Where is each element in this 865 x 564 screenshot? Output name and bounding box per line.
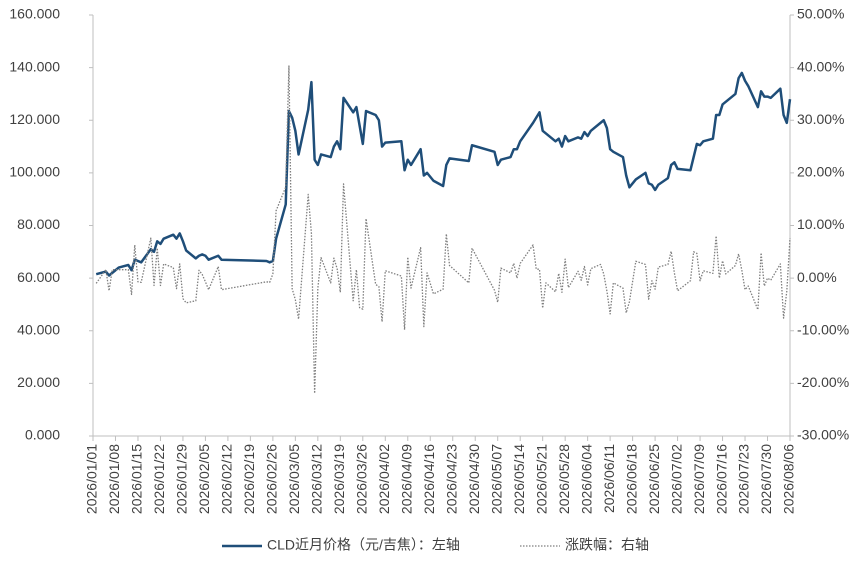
x-tick-label: 2026/02/26 (264, 444, 280, 514)
x-tick-label: 2026/06/18 (623, 444, 639, 514)
x-tick-label: 2026/04/23 (443, 444, 459, 514)
y2-tick-label: -20.00% (797, 374, 849, 390)
y2-tick-label: 10.00% (797, 216, 844, 232)
x-tick-label: 2026/06/25 (646, 444, 662, 514)
y-tick-label: 80.000 (17, 216, 60, 232)
x-tick-label: 2026/03/12 (309, 444, 325, 514)
x-tick-label: 2026/03/19 (331, 444, 347, 514)
legend-label: CLD近月价格（元/吉焦）：左轴 (267, 537, 460, 553)
y-tick-label: 60.000 (17, 269, 60, 285)
x-tick-label: 2026/04/09 (398, 444, 414, 514)
x-tick-label: 2026/07/02 (668, 444, 684, 514)
y2-tick-label: 0.00% (797, 269, 837, 285)
x-tick-label: 2026/02/05 (196, 444, 212, 514)
y2-tick-label: 40.00% (797, 58, 844, 74)
x-tick-label: 2026/02/19 (241, 444, 257, 514)
y2-tick-label: 50.00% (797, 6, 844, 22)
y-tick-label: 100.000 (9, 164, 60, 180)
series-line (95, 65, 791, 395)
y2-tick-label: 30.00% (797, 111, 844, 127)
y-tick-label: 0.000 (25, 427, 60, 443)
x-tick-label: 2026/06/04 (578, 444, 594, 514)
x-tick-label: 2026/07/09 (691, 444, 707, 514)
y-tick-label: 160.000 (9, 6, 60, 22)
x-tick-label: 2026/03/05 (286, 444, 302, 514)
x-tick-label: 2026/05/07 (488, 444, 504, 514)
y2-tick-label: -10.00% (797, 321, 849, 337)
x-tick-label: 2026/01/22 (151, 444, 167, 514)
legend-label: 涨跌幅：右轴 (565, 537, 649, 553)
x-tick-label: 2026/07/16 (713, 444, 729, 514)
x-tick-label: 2026/01/01 (84, 444, 100, 514)
x-tick-label: 2026/05/14 (511, 444, 527, 514)
x-tick-label: 2026/05/28 (556, 444, 572, 514)
y2-tick-label: -30.00% (797, 427, 849, 443)
x-tick-label: 2026/08/06 (781, 444, 797, 514)
x-tick-label: 2026/03/26 (354, 444, 370, 514)
x-tick-label: 2026/04/16 (421, 444, 437, 514)
x-tick-label: 2026/06/11 (601, 444, 617, 513)
x-tick-label: 2026/07/23 (736, 444, 752, 514)
x-tick-label: 2026/04/30 (466, 444, 482, 514)
series-line (95, 71, 792, 277)
x-tick-label: 2026/01/08 (106, 444, 122, 514)
x-tick-label: 2026/02/12 (219, 444, 235, 514)
y-tick-label: 20.000 (17, 374, 60, 390)
x-tick-label: 2026/04/02 (376, 444, 392, 514)
y-tick-label: 140.000 (9, 58, 60, 74)
x-tick-label: 2026/01/29 (174, 444, 190, 514)
x-tick-label: 2026/05/21 (533, 444, 549, 514)
y-tick-label: 40.000 (17, 321, 60, 337)
x-tick-label: 2026/07/30 (758, 444, 774, 514)
y2-tick-label: 20.00% (797, 164, 844, 180)
y-tick-label: 120.000 (9, 111, 60, 127)
x-tick-label: 2026/01/15 (129, 444, 145, 514)
